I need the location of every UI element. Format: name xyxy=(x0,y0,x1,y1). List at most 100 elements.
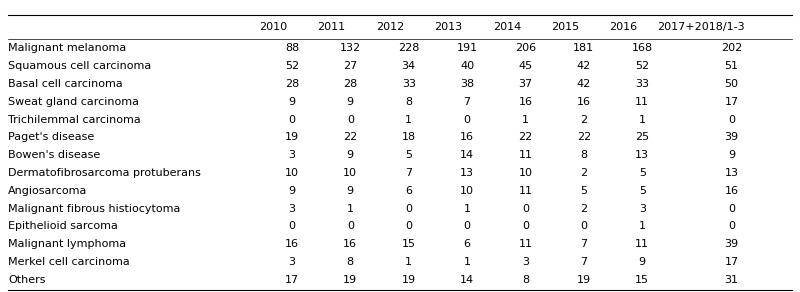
Text: 2011: 2011 xyxy=(318,22,346,32)
Text: 8: 8 xyxy=(346,257,354,267)
Text: Epithelioid sarcoma: Epithelioid sarcoma xyxy=(8,221,118,232)
Text: 27: 27 xyxy=(343,61,358,71)
Text: 16: 16 xyxy=(518,97,533,107)
Text: 13: 13 xyxy=(635,150,650,160)
Text: 14: 14 xyxy=(460,150,474,160)
Text: 13: 13 xyxy=(460,168,474,178)
Text: 0: 0 xyxy=(288,221,295,232)
Text: 9: 9 xyxy=(728,150,735,160)
Text: 34: 34 xyxy=(402,61,416,71)
Text: 19: 19 xyxy=(285,132,299,142)
Text: 37: 37 xyxy=(518,79,533,89)
Text: Others: Others xyxy=(8,275,46,285)
Text: 2010: 2010 xyxy=(259,22,287,32)
Text: 45: 45 xyxy=(518,61,533,71)
Text: 0: 0 xyxy=(728,204,735,214)
Text: Squamous cell carcinoma: Squamous cell carcinoma xyxy=(8,61,151,71)
Text: 7: 7 xyxy=(405,168,412,178)
Text: 14: 14 xyxy=(460,275,474,285)
Text: 3: 3 xyxy=(288,204,295,214)
Text: 39: 39 xyxy=(725,132,738,142)
Text: 18: 18 xyxy=(402,132,416,142)
Text: 228: 228 xyxy=(398,43,419,53)
Text: 16: 16 xyxy=(460,132,474,142)
Text: Bowen's disease: Bowen's disease xyxy=(8,150,100,160)
Text: 8: 8 xyxy=(580,150,587,160)
Text: 5: 5 xyxy=(580,186,587,196)
Text: 38: 38 xyxy=(460,79,474,89)
Text: 28: 28 xyxy=(343,79,358,89)
Text: 0: 0 xyxy=(522,204,529,214)
Text: 42: 42 xyxy=(577,79,591,89)
Text: 10: 10 xyxy=(460,186,474,196)
Text: 2: 2 xyxy=(580,204,587,214)
Text: 16: 16 xyxy=(725,186,738,196)
Text: 5: 5 xyxy=(638,186,646,196)
Text: Angiosarcoma: Angiosarcoma xyxy=(8,186,87,196)
Text: 2017+2018/1-3: 2017+2018/1-3 xyxy=(657,22,745,32)
Text: 16: 16 xyxy=(285,239,299,249)
Text: 9: 9 xyxy=(638,257,646,267)
Text: 1: 1 xyxy=(463,204,470,214)
Text: 10: 10 xyxy=(518,168,533,178)
Text: 9: 9 xyxy=(346,186,354,196)
Text: Basal cell carcinoma: Basal cell carcinoma xyxy=(8,79,122,89)
Text: Sweat gland carcinoma: Sweat gland carcinoma xyxy=(8,97,139,107)
Text: 1: 1 xyxy=(405,114,412,125)
Text: 19: 19 xyxy=(577,275,591,285)
Text: 11: 11 xyxy=(518,150,533,160)
Text: 2014: 2014 xyxy=(493,22,521,32)
Text: 0: 0 xyxy=(288,114,295,125)
Text: 28: 28 xyxy=(285,79,299,89)
Text: Trichilemmal carcinoma: Trichilemmal carcinoma xyxy=(8,114,141,125)
Text: 206: 206 xyxy=(515,43,536,53)
Text: 132: 132 xyxy=(340,43,361,53)
Text: 9: 9 xyxy=(346,97,354,107)
Text: 0: 0 xyxy=(405,221,412,232)
Text: 1: 1 xyxy=(463,257,470,267)
Text: 39: 39 xyxy=(725,239,738,249)
Text: Malignant melanoma: Malignant melanoma xyxy=(8,43,126,53)
Text: 11: 11 xyxy=(518,239,533,249)
Text: 25: 25 xyxy=(635,132,650,142)
Text: 8: 8 xyxy=(522,275,529,285)
Text: 33: 33 xyxy=(402,79,416,89)
Text: 3: 3 xyxy=(288,150,295,160)
Text: 191: 191 xyxy=(457,43,478,53)
Text: 19: 19 xyxy=(402,275,416,285)
Text: 202: 202 xyxy=(721,43,742,53)
Text: 0: 0 xyxy=(405,204,412,214)
Text: 11: 11 xyxy=(518,186,533,196)
Text: 11: 11 xyxy=(635,97,650,107)
Text: 9: 9 xyxy=(288,97,295,107)
Text: 2: 2 xyxy=(580,114,587,125)
Text: 0: 0 xyxy=(346,114,354,125)
Text: 52: 52 xyxy=(285,61,299,71)
Text: 3: 3 xyxy=(288,257,295,267)
Text: 22: 22 xyxy=(343,132,358,142)
Text: 9: 9 xyxy=(346,150,354,160)
Text: 0: 0 xyxy=(728,221,735,232)
Text: 10: 10 xyxy=(285,168,299,178)
Text: 1: 1 xyxy=(405,257,412,267)
Text: 13: 13 xyxy=(725,168,738,178)
Text: 6: 6 xyxy=(463,239,470,249)
Text: 31: 31 xyxy=(725,275,738,285)
Text: Malignant fibrous histiocytoma: Malignant fibrous histiocytoma xyxy=(8,204,180,214)
Text: 40: 40 xyxy=(460,61,474,71)
Text: 15: 15 xyxy=(635,275,650,285)
Text: 7: 7 xyxy=(463,97,470,107)
Text: 19: 19 xyxy=(343,275,358,285)
Text: Dermatofibrosarcoma protuberans: Dermatofibrosarcoma protuberans xyxy=(8,168,201,178)
Text: 3: 3 xyxy=(638,204,646,214)
Text: 168: 168 xyxy=(632,43,653,53)
Text: 16: 16 xyxy=(577,97,591,107)
Text: 0: 0 xyxy=(463,114,470,125)
Text: 17: 17 xyxy=(285,275,299,285)
Text: 52: 52 xyxy=(635,61,650,71)
Text: 2: 2 xyxy=(580,168,587,178)
Text: 7: 7 xyxy=(580,257,587,267)
Text: Paget's disease: Paget's disease xyxy=(8,132,94,142)
Text: 5: 5 xyxy=(405,150,412,160)
Text: 51: 51 xyxy=(725,61,738,71)
